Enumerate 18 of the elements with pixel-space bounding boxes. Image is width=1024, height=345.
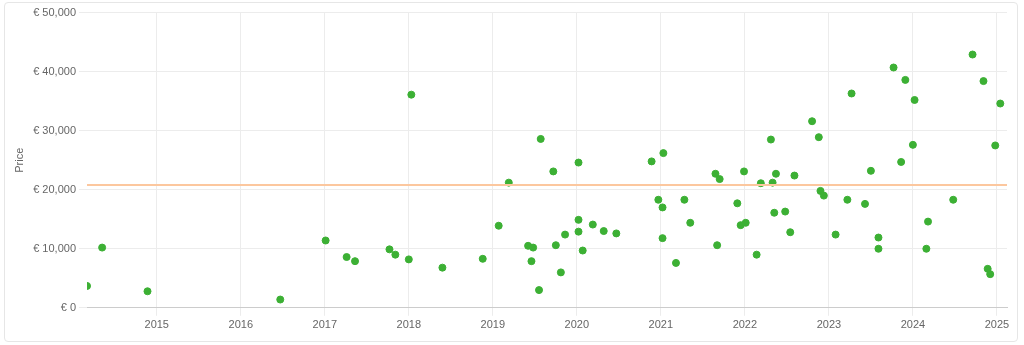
x-tick-label: 2021 (648, 318, 674, 331)
y-tick-label: € 10,000 (33, 241, 77, 254)
x-tick-label: 2023 (816, 318, 842, 331)
y-tick-label: € 50,000 (33, 5, 77, 18)
x-tick-label: 2020 (564, 318, 590, 331)
x-tick-label: 2016 (228, 318, 254, 331)
x-tick-label: 2024 (900, 318, 926, 331)
x-tick-label: 2025 (984, 318, 1010, 331)
y-axis-title: Price (12, 147, 25, 173)
y-tick-label: € 30,000 (33, 123, 77, 136)
x-tick-label: 2019 (480, 318, 506, 331)
x-tick-label: 2017 (312, 318, 338, 331)
x-tick-label: 2022 (732, 318, 758, 331)
y-tick-label: € 0 (60, 300, 77, 313)
x-tick-label: 2015 (144, 318, 169, 331)
y-tick-label: € 20,000 (33, 182, 77, 195)
y-tick-label: € 40,000 (33, 64, 77, 77)
x-tick-label: 2018 (396, 318, 422, 331)
